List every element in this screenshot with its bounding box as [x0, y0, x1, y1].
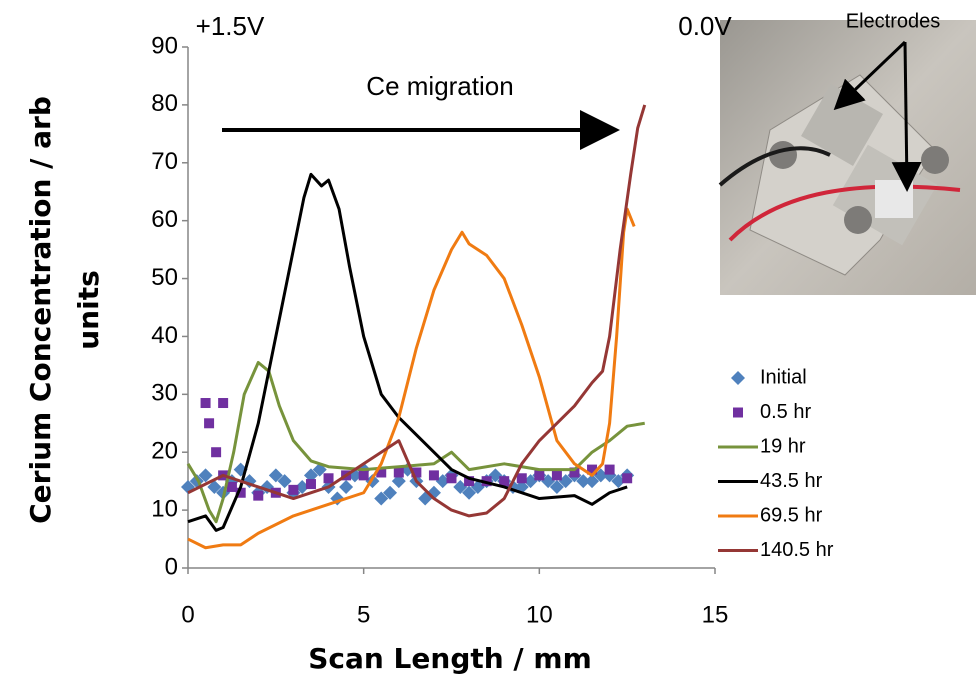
- electrode-arrow: [891, 41, 922, 192]
- point: [611, 474, 626, 489]
- annotation: 0.0V: [678, 11, 732, 41]
- y-tick-label: 80: [151, 90, 178, 117]
- series-line: [186, 360, 645, 524]
- point: [541, 474, 556, 489]
- point: [435, 474, 450, 489]
- point: [549, 479, 564, 494]
- legend-swatch: [731, 371, 745, 385]
- point: [464, 476, 475, 487]
- annotation: +1.5V: [196, 11, 265, 41]
- point: [551, 470, 562, 481]
- point: [428, 470, 439, 481]
- y-tick-label: 30: [151, 380, 178, 407]
- point: [358, 470, 369, 481]
- point: [453, 479, 468, 494]
- legend-label: 43.5 hr: [760, 470, 823, 492]
- point: [516, 473, 527, 484]
- y-tick-label: 10: [151, 495, 178, 522]
- point: [569, 467, 580, 478]
- point: [295, 479, 310, 494]
- point: [576, 474, 591, 489]
- point: [226, 481, 237, 492]
- legend-label: 69.5 hr: [760, 504, 823, 526]
- series-line: [187, 207, 636, 550]
- point: [323, 473, 334, 484]
- point: [268, 468, 283, 483]
- annotation: Electrodes: [846, 10, 941, 32]
- y-axis-title: Cerium Concentration / arb: [24, 96, 57, 524]
- y-tick-label: 90: [151, 32, 178, 59]
- point: [277, 474, 292, 489]
- point: [218, 398, 229, 409]
- electrode-arrow: [833, 40, 907, 111]
- point: [604, 464, 615, 475]
- point: [499, 476, 510, 487]
- series-line: [187, 172, 628, 532]
- x-tick-label: 5: [357, 601, 370, 628]
- legend-label: 19 hr: [760, 435, 806, 457]
- y-tick-label: 20: [151, 438, 178, 465]
- point: [558, 474, 573, 489]
- point: [376, 467, 387, 478]
- y-tick-label: 0: [165, 553, 178, 580]
- point: [462, 485, 477, 500]
- point: [235, 487, 246, 498]
- point: [391, 474, 406, 489]
- point: [470, 479, 485, 494]
- x-tick-label: 10: [526, 601, 553, 628]
- point: [339, 479, 354, 494]
- point: [593, 468, 608, 483]
- y-tick-label: 40: [151, 322, 178, 349]
- point: [523, 474, 538, 489]
- point: [534, 470, 545, 481]
- point: [288, 484, 299, 495]
- point: [411, 467, 422, 478]
- point: [446, 473, 457, 484]
- point: [303, 468, 318, 483]
- point: [383, 485, 398, 500]
- legend-label: 0.5 hr: [760, 401, 811, 423]
- point: [305, 479, 316, 490]
- series-line: [187, 104, 647, 518]
- legend-label: 140.5 hr: [760, 539, 834, 561]
- point: [198, 468, 213, 483]
- x-axis-title: Scan Length / mm: [308, 642, 592, 675]
- legend-swatch: [733, 407, 743, 418]
- point: [200, 398, 211, 409]
- point: [204, 418, 215, 429]
- point: [488, 468, 503, 483]
- point: [374, 491, 389, 506]
- point: [207, 479, 222, 494]
- y-tick-label: 70: [151, 148, 178, 175]
- point: [393, 467, 404, 478]
- point: [211, 447, 222, 458]
- y-axis-title: units: [72, 270, 105, 350]
- x-tick-label: 0: [181, 601, 194, 628]
- point: [253, 490, 264, 501]
- photo-inset: [718, 20, 976, 295]
- point: [585, 474, 600, 489]
- legend-label: Initial: [760, 366, 807, 388]
- x-tick-label: 15: [702, 601, 729, 628]
- annotation: Ce migration: [366, 71, 513, 101]
- point: [587, 464, 598, 475]
- point: [622, 473, 633, 484]
- y-tick-label: 50: [151, 264, 178, 291]
- y-tick-label: 60: [151, 206, 178, 233]
